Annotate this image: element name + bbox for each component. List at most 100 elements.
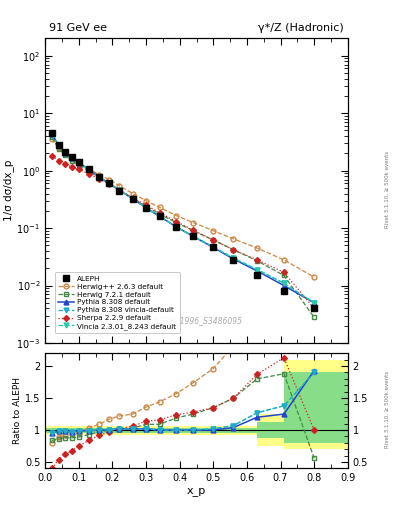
- Vincia 2.3.01_8.243 default: [117, 187, 121, 193]
- Pythia 8.308 vincia-default: [86, 166, 91, 173]
- Herwig 7.2.1 default: [130, 195, 135, 201]
- ALEPH: [107, 180, 112, 186]
- Vincia 2.3.01_8.243 default: [130, 196, 135, 202]
- Herwig 7.2.1 default: [117, 187, 121, 193]
- Sherpa 2.2.9 default: [97, 176, 101, 182]
- Sherpa 2.2.9 default: [231, 247, 236, 253]
- Pythia 8.308 default: [144, 205, 149, 211]
- Herwig 7.2.1 default: [97, 175, 101, 181]
- Line: Herwig 7.2.1 default: Herwig 7.2.1 default: [50, 135, 317, 320]
- Vincia 2.3.01_8.243 default: [77, 160, 81, 166]
- Y-axis label: 1/σ dσ/dx_p: 1/σ dσ/dx_p: [3, 160, 14, 221]
- Line: Vincia 2.3.01_8.243 default: Vincia 2.3.01_8.243 default: [50, 132, 317, 305]
- ALEPH: [63, 149, 68, 155]
- Herwig 7.2.1 default: [86, 168, 91, 174]
- Herwig 7.2.1 default: [144, 203, 149, 209]
- Text: Rivet 3.1.10, ≥ 500k events: Rivet 3.1.10, ≥ 500k events: [385, 151, 389, 228]
- Herwig++ 2.6.3 default: [157, 204, 162, 210]
- Text: γ*/Z (Hadronic): γ*/Z (Hadronic): [258, 23, 344, 33]
- Vincia 2.3.01_8.243 default: [63, 150, 68, 156]
- Pythia 8.308 vincia-default: [255, 266, 259, 272]
- Pythia 8.308 default: [63, 150, 68, 156]
- Vincia 2.3.01_8.243 default: [174, 224, 179, 230]
- ALEPH: [255, 272, 259, 279]
- ALEPH: [130, 196, 135, 202]
- Pythia 8.308 default: [77, 160, 81, 166]
- Sherpa 2.2.9 default: [255, 257, 259, 263]
- Herwig++ 2.6.3 default: [97, 172, 101, 178]
- Pythia 8.308 vincia-default: [107, 180, 112, 186]
- Vincia 2.3.01_8.243 default: [157, 214, 162, 220]
- Pythia 8.308 default: [281, 283, 286, 289]
- Herwig++ 2.6.3 default: [56, 145, 61, 151]
- Line: ALEPH: ALEPH: [49, 131, 317, 311]
- Sherpa 2.2.9 default: [130, 195, 135, 201]
- Pythia 8.308 vincia-default: [97, 174, 101, 180]
- ALEPH: [191, 233, 195, 240]
- Vincia 2.3.01_8.243 default: [50, 131, 54, 137]
- Sherpa 2.2.9 default: [77, 166, 81, 173]
- Herwig 7.2.1 default: [157, 211, 162, 217]
- Pythia 8.308 default: [174, 224, 179, 230]
- Herwig++ 2.6.3 default: [130, 190, 135, 197]
- Pythia 8.308 vincia-default: [63, 150, 68, 156]
- ALEPH: [56, 142, 61, 148]
- Line: Herwig++ 2.6.3 default: Herwig++ 2.6.3 default: [50, 136, 317, 280]
- Sherpa 2.2.9 default: [107, 181, 112, 187]
- ALEPH: [211, 244, 216, 250]
- Pythia 8.308 vincia-default: [144, 205, 149, 211]
- ALEPH: [144, 205, 149, 211]
- ALEPH: [231, 257, 236, 263]
- Pythia 8.308 default: [86, 166, 91, 173]
- Text: 91 GeV ee: 91 GeV ee: [49, 23, 107, 33]
- Herwig++ 2.6.3 default: [144, 198, 149, 204]
- Herwig++ 2.6.3 default: [191, 220, 195, 226]
- Pythia 8.308 vincia-default: [70, 155, 74, 161]
- Vincia 2.3.01_8.243 default: [86, 166, 91, 173]
- Pythia 8.308 vincia-default: [117, 187, 121, 193]
- Vincia 2.3.01_8.243 default: [281, 280, 286, 286]
- X-axis label: x_p: x_p: [187, 486, 206, 496]
- Pythia 8.308 vincia-default: [130, 196, 135, 202]
- Sherpa 2.2.9 default: [50, 153, 54, 159]
- Herwig 7.2.1 default: [231, 247, 236, 253]
- Sherpa 2.2.9 default: [211, 237, 216, 243]
- Line: Pythia 8.308 default: Pythia 8.308 default: [50, 132, 317, 305]
- Pythia 8.308 default: [211, 244, 216, 250]
- Herwig++ 2.6.3 default: [281, 257, 286, 263]
- Pythia 8.308 vincia-default: [157, 214, 162, 220]
- Herwig 7.2.1 default: [63, 152, 68, 158]
- Pythia 8.308 default: [255, 268, 259, 274]
- Herwig 7.2.1 default: [50, 134, 54, 140]
- Vincia 2.3.01_8.243 default: [211, 244, 216, 250]
- Pythia 8.308 default: [191, 233, 195, 240]
- Pythia 8.308 default: [50, 131, 54, 137]
- Pythia 8.308 vincia-default: [77, 160, 81, 166]
- Line: Sherpa 2.2.9 default: Sherpa 2.2.9 default: [50, 154, 316, 310]
- Vincia 2.3.01_8.243 default: [231, 255, 236, 261]
- Herwig++ 2.6.3 default: [231, 236, 236, 242]
- Pythia 8.308 default: [70, 155, 74, 161]
- Vincia 2.3.01_8.243 default: [144, 205, 149, 211]
- Vincia 2.3.01_8.243 default: [97, 174, 101, 180]
- Sherpa 2.2.9 default: [56, 158, 61, 164]
- ALEPH: [50, 130, 54, 136]
- Herwig++ 2.6.3 default: [63, 151, 68, 157]
- Sherpa 2.2.9 default: [86, 171, 91, 177]
- Pythia 8.308 vincia-default: [211, 244, 216, 250]
- Herwig++ 2.6.3 default: [86, 166, 91, 172]
- Pythia 8.308 default: [56, 142, 61, 148]
- Sherpa 2.2.9 default: [174, 219, 179, 225]
- Vincia 2.3.01_8.243 default: [191, 233, 195, 240]
- Herwig++ 2.6.3 default: [255, 245, 259, 251]
- Herwig 7.2.1 default: [312, 314, 316, 321]
- Herwig++ 2.6.3 default: [70, 156, 74, 162]
- Pythia 8.308 default: [117, 187, 121, 193]
- Pythia 8.308 default: [231, 256, 236, 262]
- Herwig 7.2.1 default: [70, 158, 74, 164]
- ALEPH: [312, 305, 316, 311]
- Herwig++ 2.6.3 default: [50, 136, 54, 142]
- Herwig++ 2.6.3 default: [211, 228, 216, 234]
- Pythia 8.308 default: [97, 174, 101, 180]
- ALEPH: [281, 288, 286, 294]
